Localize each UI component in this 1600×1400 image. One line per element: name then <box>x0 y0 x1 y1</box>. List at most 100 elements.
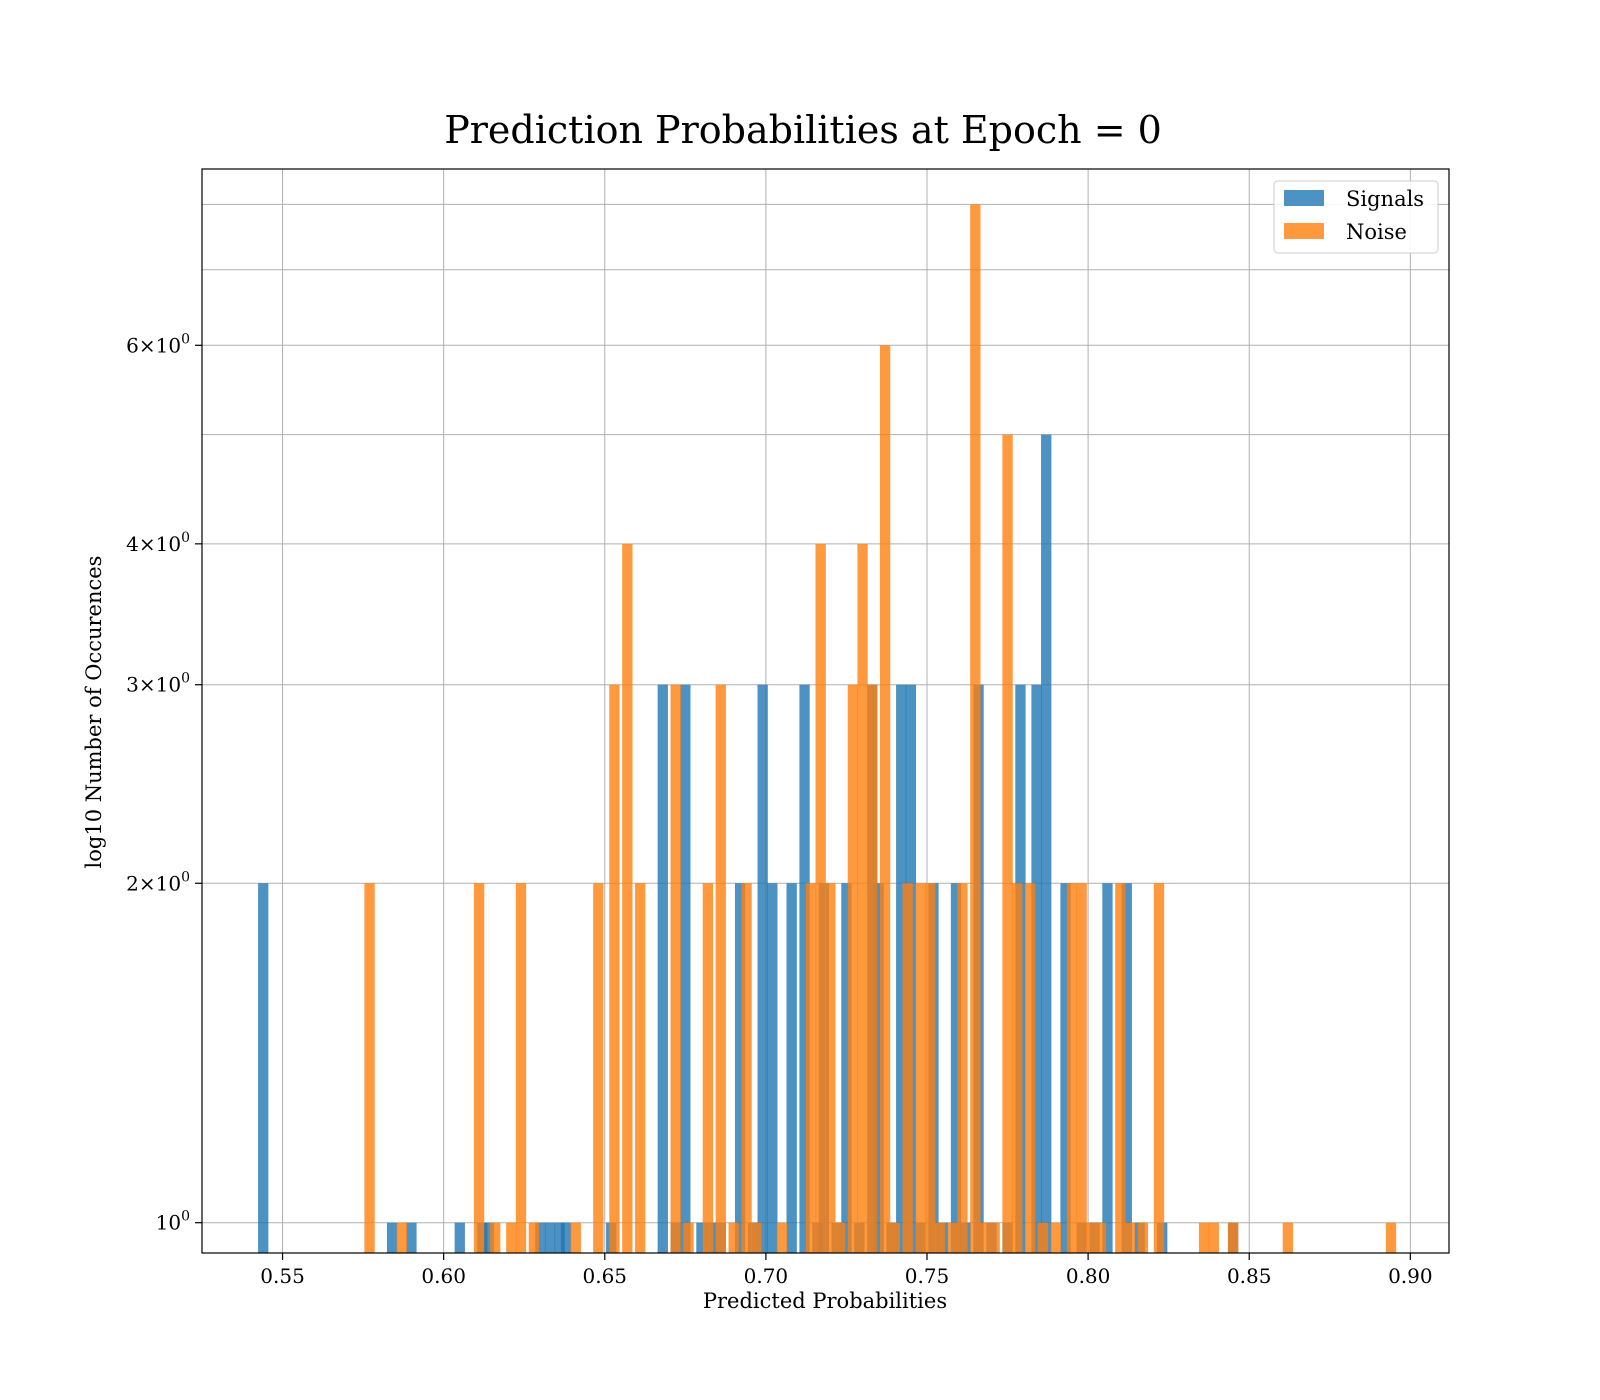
bar-noise <box>902 883 913 1253</box>
bar-signals <box>799 684 810 1253</box>
bar-noise <box>1282 1222 1294 1253</box>
bar-noise <box>683 1222 694 1253</box>
bar-noise <box>528 1222 540 1253</box>
bar-noise <box>670 684 681 1253</box>
bar-noise <box>1137 1222 1149 1253</box>
legend: Signals Noise <box>1273 180 1439 254</box>
bar-noise <box>867 684 878 1253</box>
bar-noise <box>570 1222 581 1253</box>
bar-noise <box>396 1222 407 1253</box>
chart-title: Prediction Probabilities at Epoch = 0 <box>444 108 1162 152</box>
bar-noise <box>1153 883 1165 1253</box>
bar-noise <box>741 883 752 1253</box>
bar-noise <box>1012 883 1023 1253</box>
bar-noise <box>490 1222 501 1253</box>
bar-noise <box>989 1222 1000 1253</box>
bar-signals <box>386 1222 398 1253</box>
bar-signals <box>1031 684 1042 1253</box>
bar-noise <box>715 684 726 1253</box>
legend-label-signals: Signals <box>1346 187 1424 211</box>
bar-noise <box>702 883 714 1253</box>
y-tick-label: 2×100 <box>126 869 190 895</box>
bar-noise <box>635 883 646 1253</box>
x-tick-label: 0.75 <box>905 1264 950 1288</box>
bar-noise <box>915 883 926 1253</box>
x-tick-label: 0.60 <box>421 1264 466 1288</box>
bar-noise <box>925 883 936 1253</box>
bar-noise <box>815 543 826 1253</box>
bar-signals <box>258 883 269 1253</box>
bars <box>258 204 1397 1254</box>
bar-noise <box>979 1222 991 1253</box>
bar-signals <box>873 883 884 1253</box>
bar-noise <box>934 1222 946 1253</box>
x-tick-label: 0.65 <box>583 1264 628 1288</box>
bar-noise <box>515 883 527 1253</box>
bar-noise <box>805 883 817 1253</box>
bar-noise <box>622 543 633 1253</box>
bar-noise <box>947 1222 958 1253</box>
bar-noise <box>879 345 891 1253</box>
bar-noise <box>1095 1222 1107 1253</box>
bar-noise <box>776 1222 788 1253</box>
bar-noise <box>364 883 375 1253</box>
bar-noise <box>1086 1222 1097 1253</box>
x-tick-label: 0.85 <box>1227 1264 1272 1288</box>
bar-noise <box>1037 1222 1049 1253</box>
y-axis-ticks: 100 2×100 3×100 4×100 6×100 <box>126 331 202 1235</box>
bar-noise <box>825 883 836 1253</box>
series-noise <box>364 204 1397 1254</box>
bar-signals <box>696 1222 707 1253</box>
bar-signals <box>406 1222 417 1253</box>
grid-lines <box>202 169 1449 1253</box>
bar-signals <box>544 1222 556 1253</box>
bar-noise <box>1076 883 1087 1253</box>
bar-noise <box>1066 883 1078 1253</box>
bar-signals <box>734 883 746 1253</box>
y-tick-label: 6×100 <box>126 331 190 357</box>
bar-signals <box>560 1222 572 1253</box>
bar-signals <box>757 684 768 1253</box>
bar-noise <box>1227 1222 1239 1253</box>
bar-noise <box>728 1222 739 1253</box>
x-tick-label: 0.90 <box>1388 1264 1433 1288</box>
bar-signals <box>841 883 852 1253</box>
y-tick-label: 3×100 <box>126 671 190 697</box>
bar-noise <box>593 883 604 1253</box>
bar-noise <box>751 1222 762 1253</box>
bar-noise <box>473 883 485 1253</box>
bar-signals <box>1060 883 1071 1253</box>
bar-noise <box>847 684 859 1253</box>
bar-noise <box>957 883 968 1253</box>
bar-signals <box>896 684 907 1253</box>
bar-noise <box>970 204 981 1254</box>
bar-signals <box>1121 883 1132 1253</box>
y-axis-label: log10 Number of Occurences <box>82 556 106 869</box>
bar-noise <box>1050 1222 1062 1253</box>
x-axis-ticks: 0.55 0.60 0.65 0.70 0.75 0.80 0.85 0.90 <box>260 1253 1433 1288</box>
bar-noise <box>506 1222 517 1253</box>
bar-signals <box>767 883 778 1253</box>
bar-noise <box>1385 1222 1397 1253</box>
bar-noise <box>834 1222 846 1253</box>
y-tick-label: 100 <box>156 1209 190 1235</box>
x-tick-label: 0.55 <box>260 1264 305 1288</box>
x-axis-label: Predicted Probabilities <box>703 1289 947 1313</box>
bar-noise <box>1124 1222 1136 1253</box>
bar-noise <box>857 543 868 1253</box>
x-tick-label: 0.80 <box>1066 1264 1111 1288</box>
bar-signals <box>680 684 691 1253</box>
bar-signals <box>535 1222 546 1253</box>
bar-signals <box>1041 434 1052 1253</box>
legend-swatch-signals <box>1284 190 1324 206</box>
bar-noise <box>1002 434 1013 1253</box>
legend-swatch-noise <box>1284 223 1324 239</box>
bar-signals <box>786 883 797 1253</box>
bar-noise <box>609 684 620 1253</box>
bar-signals <box>454 1222 465 1253</box>
bar-signals <box>950 883 962 1253</box>
plot-area-frame <box>201 168 1450 1254</box>
bar-noise <box>1024 883 1036 1253</box>
